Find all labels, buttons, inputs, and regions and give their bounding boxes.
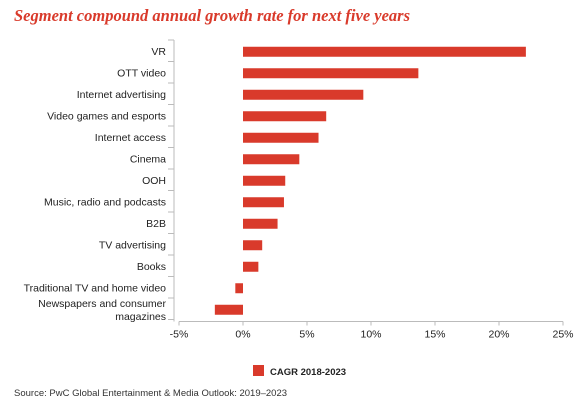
value-tick-label: 20% [488,329,509,341]
bar [243,197,284,208]
value-tick-label: 25% [552,329,573,341]
category-label: Traditional TV and home video [24,282,167,294]
bar [243,46,526,57]
category-label: VR [151,46,166,58]
bar [235,283,243,294]
legend: CAGR 2018-2023 [253,365,346,378]
legend-swatch [253,365,264,376]
bar [243,218,278,229]
category-label: Newspapers and consumer magazines [38,298,166,323]
value-tick-label: 10% [360,329,381,341]
value-tick-label: 5% [299,329,314,341]
category-labels: VR OTT video Internet advertising Video gam… [24,46,167,323]
category-label: Books [137,261,166,273]
value-tick-label: -5% [170,329,189,341]
bar [243,175,286,186]
source-note: Source: PwC Global Entertainment & Media… [14,388,288,399]
bar [214,304,243,315]
bar [243,68,419,79]
bars [214,46,526,315]
bar [243,111,327,122]
category-label: OTT video [117,67,166,79]
axes: -5% 0% 5% 10% 15% 20% 25% [168,39,574,341]
bar [243,261,259,272]
legend-label: CAGR 2018-2023 [270,367,346,378]
category-label: Music, radio and podcasts [44,196,166,208]
chart-title: Segment compound annual growth rate for … [14,6,411,25]
bar [243,132,319,143]
value-tick-label: 0% [235,329,250,341]
category-label: TV advertising [99,239,166,251]
bar [243,154,300,165]
category-label: Cinema [130,153,166,165]
value-tick-label: 15% [424,329,445,341]
category-label: Video games and esports [47,110,166,122]
category-label: OOH [142,175,166,187]
bar [243,240,263,251]
bar [243,89,364,100]
category-label: B2B [146,218,166,230]
category-label: Internet access [95,132,166,144]
category-label: Internet advertising [77,89,166,101]
